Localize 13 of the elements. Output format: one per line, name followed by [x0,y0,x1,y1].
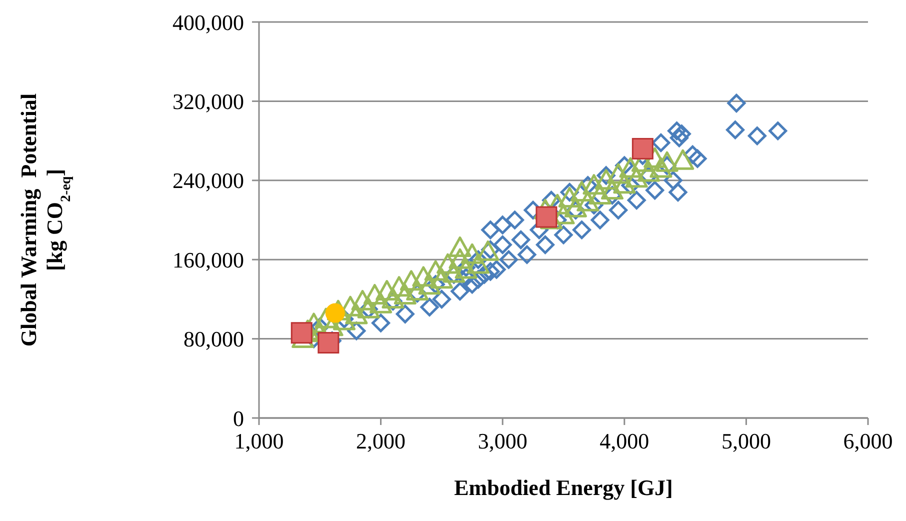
y-tick-label: 400,000 [172,10,244,35]
x-tick-label: 2,000 [356,428,406,454]
y-tick-label: 240,000 [172,168,244,194]
x-tick-label: 4,000 [600,428,650,454]
y-tick-label: 80,000 [184,326,244,352]
x-tick-label: 1,000 [234,428,284,454]
x-tick-label: 3,000 [478,428,528,454]
x-axis-title: Embodied Energy [GJ] [454,475,673,500]
x-tick-label: 6,000 [843,428,893,454]
y-tick-label: 320,000 [172,89,244,114]
x-tick-label: 5,000 [721,428,771,454]
y-tick-label: 0 [233,406,244,431]
y-tick-label: 160,000 [172,247,244,272]
